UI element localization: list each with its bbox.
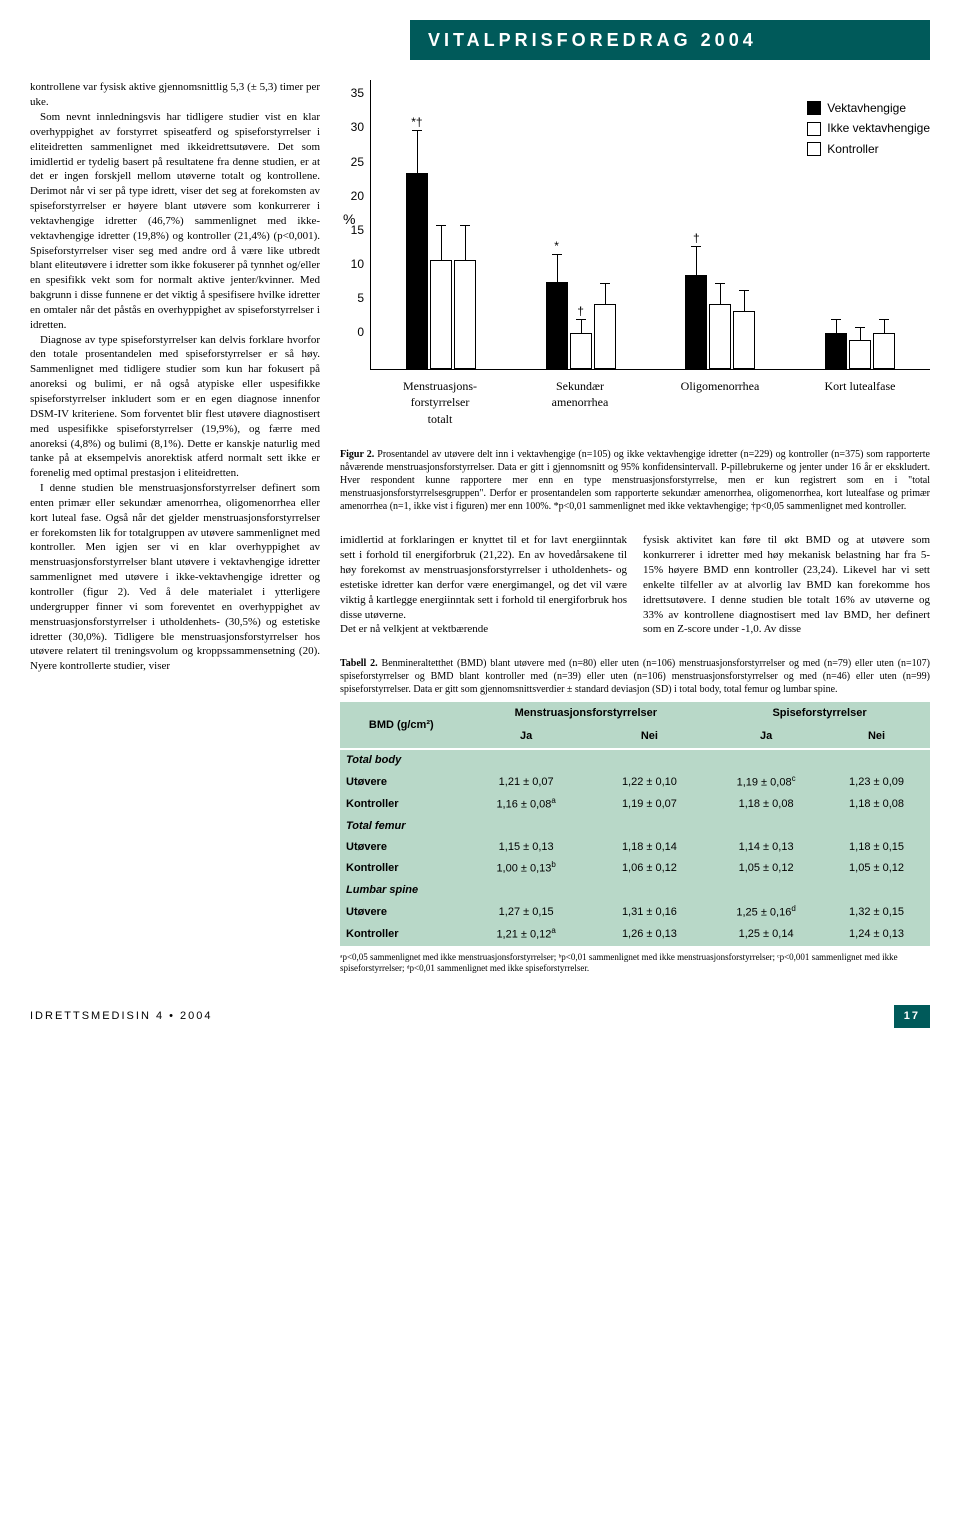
y-tick: 25 <box>351 154 364 170</box>
para-2: Som nevnt innledningsvis har tidligere s… <box>30 110 320 333</box>
bar-group: † <box>684 275 756 370</box>
x-label: Menstruasjons- forstyrrelser totalt <box>400 378 480 448</box>
body-col-1: imidlertid at forklaringen er knyttet ti… <box>340 533 627 637</box>
bar <box>594 304 616 370</box>
bar <box>825 333 847 369</box>
body-two-cols: imidlertid at forklaringen er knyttet ti… <box>340 533 930 637</box>
y-tick: 20 <box>351 188 364 204</box>
figure-2-caption: Figur 2. Prosentandel av utøvere delt in… <box>340 448 930 513</box>
legend-item: Ikke vektavhengige <box>807 120 930 136</box>
y-axis-label: % <box>343 210 355 229</box>
bar <box>430 260 452 369</box>
bar-group: *† <box>405 173 477 370</box>
bar: † <box>685 275 707 370</box>
y-tick: 0 <box>357 324 364 340</box>
table-2-caption: Tabell 2. Benmineraltetthet (BMD) blant … <box>340 657 930 696</box>
figure-2: 35302520151050 % *†*†† VektavhengigeIkke… <box>340 80 930 513</box>
page-number: 17 <box>894 1005 930 1028</box>
y-tick: 10 <box>351 256 364 272</box>
legend-item: Vektavhengige <box>807 100 930 116</box>
main-layout: kontrollene var fysisk aktive gjennomsni… <box>30 80 930 975</box>
para-4: I denne studien ble menstruasjonsforstyr… <box>30 481 320 674</box>
table-2: BMD (g/cm²)MenstruasjonsforstyrrelserSpi… <box>340 702 930 946</box>
bar <box>709 304 731 370</box>
y-tick: 35 <box>351 85 364 101</box>
bar-chart: 35302520151050 % *†*†† VektavhengigeIkke… <box>340 80 930 370</box>
page-header: VITALPRISFOREDRAG 2004 <box>410 20 930 60</box>
para-3: Diagnose av type spiseforstyrrelser kan … <box>30 333 320 481</box>
bar <box>873 333 895 369</box>
body-col-2: fysisk aktivitet kan føre til økt BMD og… <box>643 533 930 637</box>
page-footer: IDRETTSMEDISIN 4 • 2004 17 <box>30 1005 930 1028</box>
bar: † <box>570 333 592 369</box>
left-column: kontrollene var fysisk aktive gjennomsni… <box>30 80 320 975</box>
bar <box>733 311 755 369</box>
x-label: Sekundær amenorrhea <box>540 378 620 448</box>
bar <box>454 260 476 369</box>
bar <box>849 340 871 369</box>
para-1: kontrollene var fysisk aktive gjennomsni… <box>30 80 320 110</box>
y-tick: 30 <box>351 119 364 135</box>
bar: *† <box>406 173 428 370</box>
footer-journal: IDRETTSMEDISIN 4 • 2004 <box>30 1009 213 1024</box>
chart-legend: Vektavhengige Ikke vektavhengige Kontrolle… <box>807 100 930 161</box>
x-axis-labels: Menstruasjons- forstyrrelser totalt Sekun… <box>370 378 930 448</box>
table-2-footnote: ᵃp<0,05 sammenlignet med ikke menstruasj… <box>340 952 930 975</box>
right-column: 35302520151050 % *†*†† VektavhengigeIkke… <box>340 80 930 975</box>
bar: * <box>546 282 568 369</box>
y-tick: 5 <box>357 290 364 306</box>
legend-item: Kontroller <box>807 141 930 157</box>
bar-group <box>824 333 896 369</box>
chart-plot: % *†*†† VektavhengigeIkke vektavhengigeK… <box>370 80 930 370</box>
x-label: Oligomenorrhea <box>680 378 760 448</box>
bar-group: *† <box>545 282 617 369</box>
x-label: Kort lutealfase <box>820 378 900 448</box>
